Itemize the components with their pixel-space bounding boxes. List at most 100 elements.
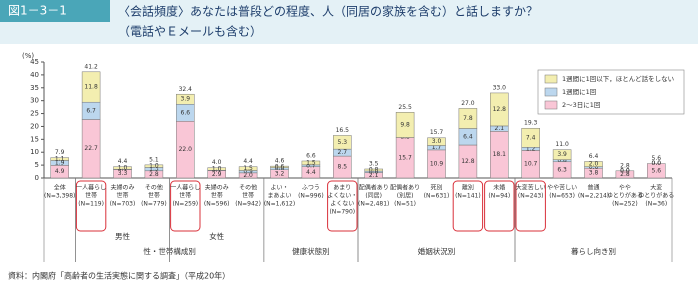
highlight-box [170,180,201,232]
n-label: (N=596) [204,201,230,208]
x-tick-label: よくない・ [327,193,357,200]
figure-label: 図1－3－1 [8,4,67,18]
subgroup-label: 男性 [115,231,130,241]
x-tick-label: やや苦しい [547,184,577,192]
value-label: 3.9 [181,96,191,103]
group-label: 婚姻状況別 [418,246,456,256]
n-label: (N=942) [235,201,261,208]
y-tick-label: 10 [30,148,39,156]
value-label: 2.1 [369,172,379,179]
x-tick-label: 一人暮らし [170,184,200,192]
legend: 1週間に1回以下，ほとんど話をしない 1週間に1回 2～3日に1回 [537,69,685,115]
value-label: 4.4 [306,169,316,176]
value-label: 22.0 [179,146,193,153]
value-label: 4.9 [55,168,65,175]
n-label: (N=631) [424,193,450,200]
x-tick-label: よい・ [270,185,288,192]
legend-swatch [544,87,558,97]
total-label: 5.6 [652,155,662,162]
figure-label-box [0,0,110,22]
value-label: 2.8 [149,171,159,178]
x-tick-label: やや [619,184,631,192]
value-label: 2.0 [243,172,253,179]
total-label: 4.0 [212,159,222,166]
y-tick-label: 25 [30,110,39,118]
value-label: 10.7 [524,161,538,168]
bar-segment [364,168,383,172]
n-label: (N=36) [645,201,667,208]
value-label: 9.8 [400,121,410,128]
n-label: (N=653) [549,193,575,200]
x-tick-label: 大変 [650,184,662,192]
value-label: 0.8 [557,157,567,164]
value-label: 1.3 [149,166,159,173]
value-label: 6.4 [463,133,473,140]
total-label: 2.8 [620,162,630,169]
x-tick-label: 夫婦のみ [110,184,134,192]
highlight-box [75,180,107,232]
group-label: 健康状態別 [292,246,330,256]
value-label: 0.9 [243,168,253,175]
value-label: 1.2 [526,145,536,152]
x-tick-label: 世帯 [242,192,254,200]
total-label: 33.0 [493,84,507,91]
n-label: (N=141) [455,193,481,200]
total-label: 5.1 [149,156,159,163]
x-tick-label: 大変苦しい [516,184,546,192]
total-label: 4.4 [118,158,128,165]
legend-swatch [544,74,558,84]
x-tick-label: 配偶者あり [359,184,389,192]
n-label: (N=259) [172,201,198,208]
highlight-box [484,180,515,232]
n-label: (N=252) [612,201,638,208]
value-label: 3.2 [275,170,285,177]
bar-segment [647,163,666,179]
x-tick-label: (同居) [365,193,382,200]
highlight-box [452,180,484,232]
value-label: 2.1 [495,125,505,132]
x-tick-label: 普通 [587,184,599,192]
value-label: 12.8 [461,158,475,165]
x-tick-label: ゆとりがある [607,192,643,200]
value-label: 6.7 [86,107,96,114]
x-tick-label: 世帯 [148,192,160,200]
x-tick-label: その他 [145,184,163,192]
bar-segment [552,149,572,160]
n-label: (N=3,398) [44,193,75,200]
value-label: 2.7 [338,149,348,156]
value-label: 10.9 [430,160,444,167]
total-label: 4.6 [275,158,285,165]
value-label: 5.6 [652,167,662,174]
n-label: (N=94) [488,193,510,200]
n-label: (N=51) [394,201,416,208]
y-tick-label: 20 [30,122,39,130]
legend-label: 2～3日に1回 [562,101,600,109]
x-tick-label: 離別 [462,184,474,192]
total-label: 16.5 [336,127,350,134]
value-label: 1.0 [212,165,222,172]
value-label: 18.1 [493,151,507,158]
x-tick-label: その他 [239,184,257,192]
x-tick-label: (別居) [397,192,414,200]
value-label: 1.0 [118,164,128,171]
x-tick-label: ふつう [302,185,320,192]
bar-segment [238,166,258,171]
value-label: 12.8 [493,106,507,113]
bar-segment [333,135,352,150]
legend-label: 1週間に1回 [562,87,596,96]
n-label: (N=790) [329,209,355,216]
x-tick-label: 一人暮らし [76,184,106,192]
x-tick-label: 全体 [54,184,66,192]
bar-segment [521,127,540,148]
value-label: 2.9 [212,171,222,178]
n-label: (N=779) [141,201,167,208]
value-label: 5.3 [338,139,348,146]
total-label: 41.2 [84,63,98,70]
total-label: 27.0 [461,100,475,107]
n-label: (N=996) [298,193,324,200]
bar-segment [81,71,101,103]
total-label: 7.9 [55,149,65,156]
value-label: 0.6 [369,168,379,175]
y-tick-label: 35 [30,84,39,92]
bar-segment [270,165,289,168]
